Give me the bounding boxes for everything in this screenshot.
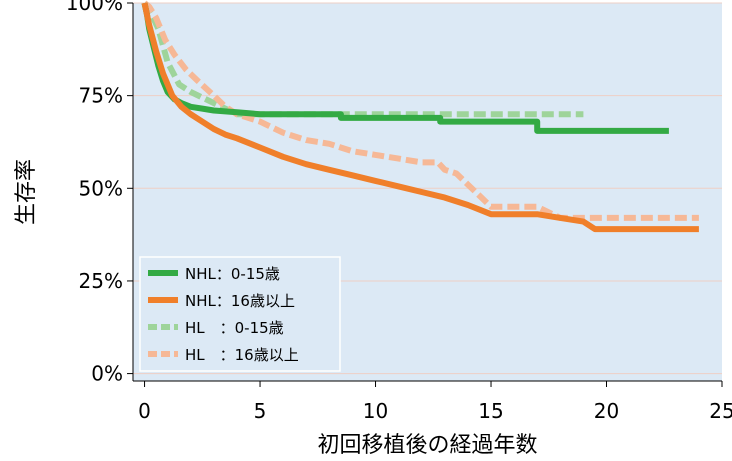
x-tick-label: 20 xyxy=(594,399,619,423)
x-tick-label: 0 xyxy=(138,399,151,423)
legend-label: HL ：0-15歳 xyxy=(185,319,284,337)
series-line-3 xyxy=(142,0,699,221)
series-line-1 xyxy=(141,2,699,233)
legend-label: NHL：16歳以上 xyxy=(185,292,295,310)
x-tick-label: 10 xyxy=(363,399,388,423)
legend-label: HL ：16歳以上 xyxy=(185,346,299,364)
axes xyxy=(127,2,723,387)
series-layer xyxy=(141,0,699,233)
tick-labels: 0% 25% 50% 75% 100% 0 5 10 15 20 25 xyxy=(66,0,732,423)
y-tick-label: 0% xyxy=(91,362,123,386)
y-axis-title: 生存率 xyxy=(14,159,39,225)
y-tick-label: 75% xyxy=(79,84,123,108)
x-tick-label: 5 xyxy=(254,399,267,423)
y-tick-label: 100% xyxy=(66,0,123,15)
y-tick-label: 50% xyxy=(79,176,123,200)
y-tick-label: 25% xyxy=(79,269,123,293)
legend-label: NHL：0-15歳 xyxy=(185,265,280,283)
x-tick-label: 15 xyxy=(478,399,503,423)
legend: NHL：0-15歳 NHL：16歳以上 HL ：0-15歳 HL ：16歳以上 xyxy=(139,256,341,372)
x-axis-title: 初回移植後の経過年数 xyxy=(317,433,537,458)
x-tick-label: 25 xyxy=(709,399,732,423)
